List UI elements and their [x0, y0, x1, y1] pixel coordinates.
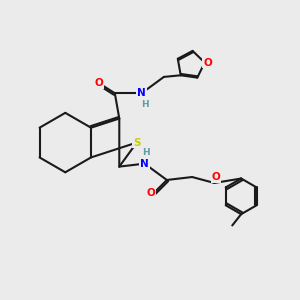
- Text: O: O: [146, 188, 155, 198]
- Text: H: H: [141, 100, 149, 109]
- Text: N: N: [140, 159, 149, 169]
- Text: N: N: [137, 88, 146, 98]
- Text: O: O: [212, 172, 220, 182]
- Text: O: O: [203, 58, 212, 68]
- Text: H: H: [142, 148, 150, 157]
- Text: O: O: [94, 78, 103, 88]
- Text: S: S: [133, 138, 140, 148]
